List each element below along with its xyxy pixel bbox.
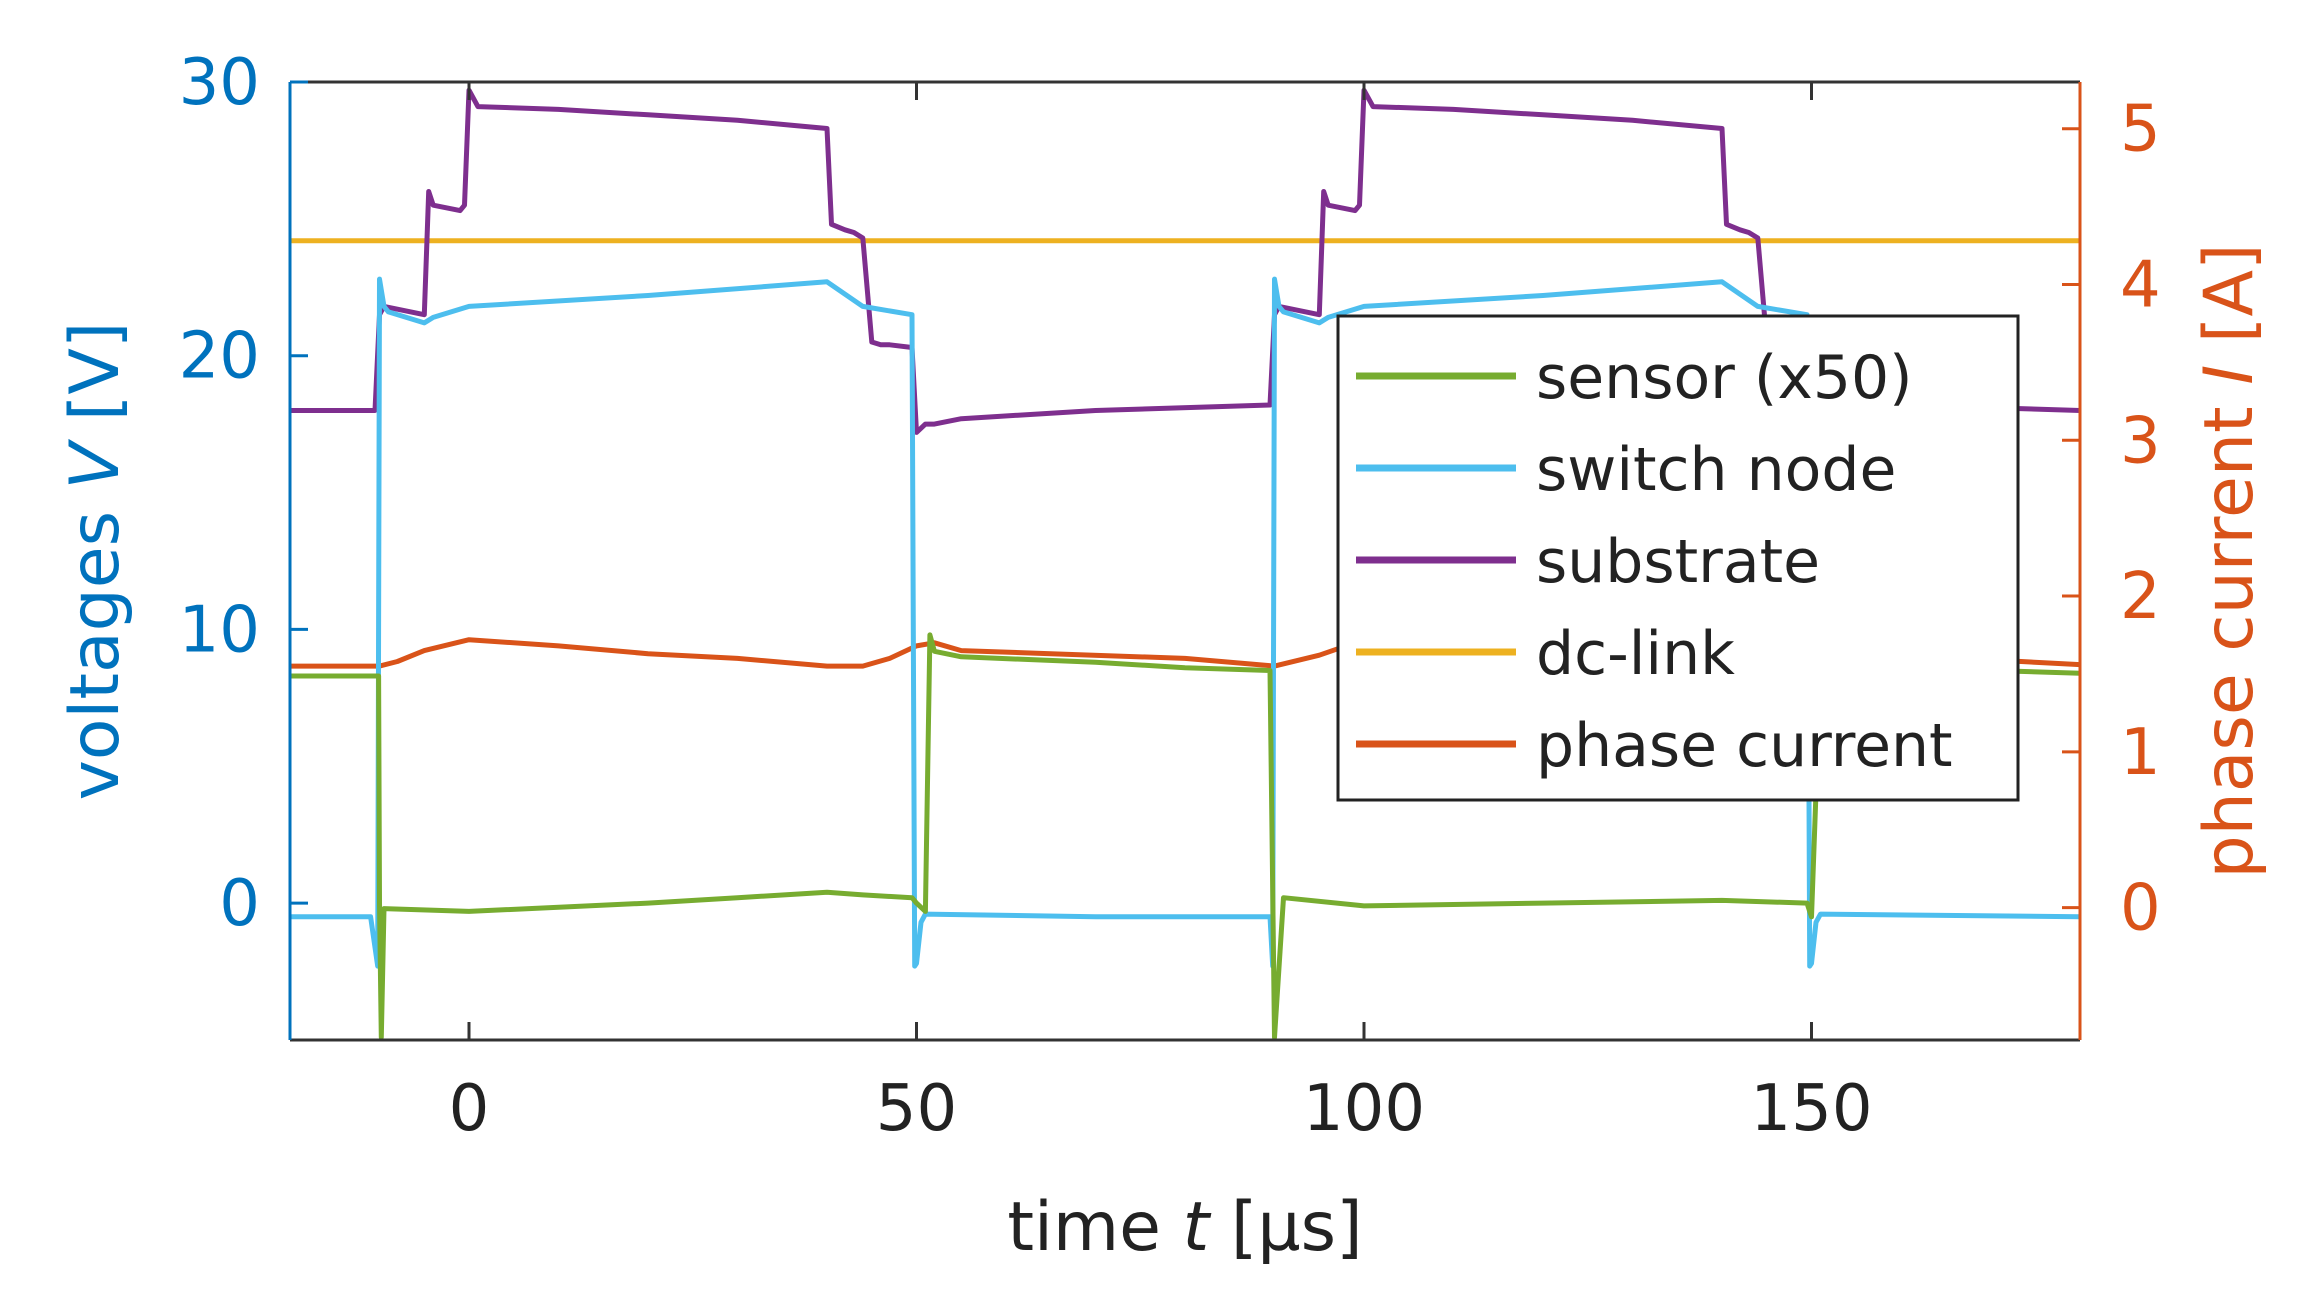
legend-label: dc-link xyxy=(1536,619,1735,689)
y-right-axis-title-part: I xyxy=(2190,365,2269,385)
x-tick-label: 0 xyxy=(449,1072,490,1146)
x-tick-label: 150 xyxy=(1750,1072,1872,1146)
y-left-tick-label: 0 xyxy=(219,867,260,941)
y-left-axis-title-part: [V] xyxy=(56,322,135,443)
x-axis-title-part: [µs] xyxy=(1209,1188,1362,1267)
y-left-tick-label: 30 xyxy=(179,46,260,120)
series-line-switch-node xyxy=(290,276,2080,969)
y-right-axis-title: phase current I [A] xyxy=(2190,244,2269,879)
legend: sensor (x50) switch node substrate dc-link p… xyxy=(1336,314,2020,802)
x-tick-label: 50 xyxy=(876,1072,957,1146)
x-tick-label: 100 xyxy=(1303,1072,1425,1146)
legend-label: substrate xyxy=(1536,527,1820,597)
y-right-axis-title-part: phase current xyxy=(2190,385,2269,879)
y-right-tick-label: 5 xyxy=(2120,93,2161,167)
series-line-substrate xyxy=(290,87,2080,435)
legend-label: phase current xyxy=(1536,711,1953,781)
y-left-axis-title-part: V xyxy=(56,438,135,489)
x-axis-title-part: t xyxy=(1183,1188,1212,1267)
y-left-tick-label: 10 xyxy=(179,593,260,667)
legend-label: switch node xyxy=(1536,435,1896,505)
y-left-tick-label: 20 xyxy=(179,320,260,394)
axes-layer: 0 50 100 150 0 10 20 30 0 1 2 3 4 5 xyxy=(179,46,2161,1146)
y-right-axis-title-part: [A] xyxy=(2190,244,2269,365)
x-axis-title-part: time xyxy=(1007,1188,1182,1267)
y-right-tick-label: 3 xyxy=(2120,404,2161,478)
y-right-tick-label: 4 xyxy=(2120,249,2161,323)
legend-label: sensor (x50) xyxy=(1536,343,1913,413)
x-axis-title: time t [µs] xyxy=(1007,1188,1362,1267)
y-left-axis-title: voltages V [V] xyxy=(56,322,135,801)
y-right-tick-label: 0 xyxy=(2120,872,2161,946)
y-right-tick-label: 2 xyxy=(2120,560,2161,634)
y-left-axis-title-part: voltages xyxy=(56,489,135,800)
y-right-tick-label: 1 xyxy=(2120,716,2161,790)
series-line-sensor-x50- xyxy=(290,632,2080,1040)
axis-titles: time t [µs] voltages V [V] phase current I… xyxy=(56,244,2269,1268)
